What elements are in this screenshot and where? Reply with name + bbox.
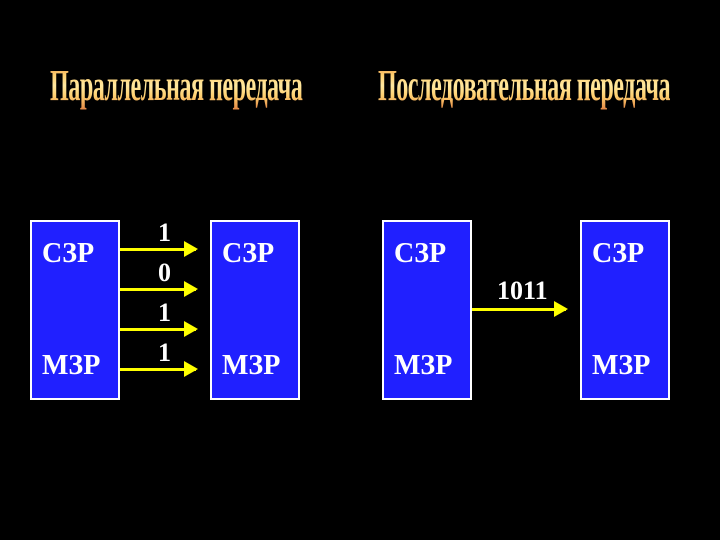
diagram-root: Параллельная передача Последовательная п… — [0, 0, 720, 540]
parallel-bit-label: 1 — [158, 338, 171, 368]
serial-source-box: СЗР МЗР — [382, 220, 472, 400]
box-label-top: СЗР — [42, 238, 94, 270]
parallel-arrow — [120, 248, 196, 251]
title-serial: Последовательная передача — [378, 60, 670, 111]
box-label-top: СЗР — [222, 238, 274, 270]
parallel-arrow — [120, 288, 196, 291]
serial-arrow — [472, 308, 566, 311]
parallel-bit-label: 1 — [158, 218, 171, 248]
parallel-source-box: СЗР МЗР — [30, 220, 120, 400]
box-label-bottom: МЗР — [394, 350, 452, 382]
box-label-bottom: МЗР — [42, 350, 100, 382]
box-label-top: СЗР — [394, 238, 446, 270]
parallel-arrow — [120, 368, 196, 371]
box-label-top: СЗР — [592, 238, 644, 270]
serial-dest-box: СЗР МЗР — [580, 220, 670, 400]
parallel-arrow — [120, 328, 196, 331]
box-label-bottom: МЗР — [222, 350, 280, 382]
box-label-bottom: МЗР — [592, 350, 650, 382]
parallel-bit-label: 0 — [158, 258, 171, 288]
parallel-dest-box: СЗР МЗР — [210, 220, 300, 400]
parallel-bit-label: 1 — [158, 298, 171, 328]
serial-bits-label: 1011 — [497, 276, 548, 306]
title-parallel: Параллельная передача — [50, 60, 302, 111]
